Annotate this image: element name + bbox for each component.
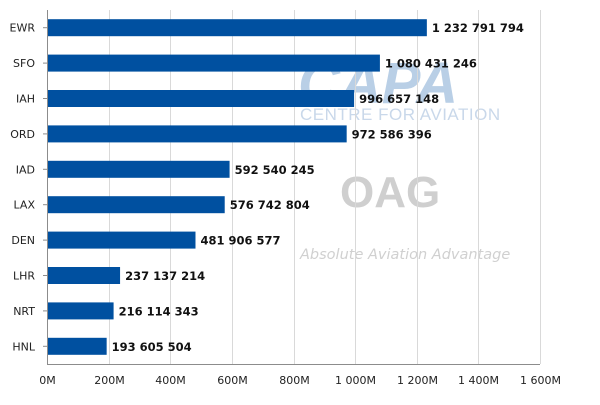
category-label: NRT — [13, 305, 35, 318]
data-label: 576 742 804 — [230, 198, 310, 212]
category-label: IAD — [16, 163, 35, 176]
x-tick-label: 1 200M — [397, 374, 438, 387]
bar-den — [48, 231, 196, 249]
x-tick-label: 1 400M — [458, 374, 499, 387]
bar-iad — [48, 160, 230, 178]
data-label: 592 540 245 — [235, 163, 315, 177]
bar-ord — [48, 125, 347, 143]
bar-lhr — [48, 267, 121, 284]
bars-layer — [48, 19, 427, 355]
data-label: 216 114 343 — [119, 304, 199, 318]
bar-iah — [48, 90, 355, 107]
category-label: LAX — [14, 199, 36, 212]
oag-watermark: OAG — [340, 168, 440, 217]
data-label: 972 586 396 — [352, 127, 432, 141]
category-label: ORD — [10, 128, 35, 141]
bar-ewr — [48, 19, 427, 37]
category-label: EWR — [10, 22, 36, 35]
category-label: LHR — [13, 270, 35, 283]
axis-layer: 0M 200M 400M 600M 800M 1 000M 1 200M 1 400M 1 60… — [39, 10, 561, 387]
data-label: 1 232 791 794 — [432, 21, 524, 35]
data-label: 481 906 577 — [200, 234, 280, 248]
x-tick-label: 400M — [155, 374, 186, 387]
x-tick-label: 600M — [217, 374, 248, 387]
data-label: 1 080 431 246 — [385, 57, 477, 71]
category-label: HNL — [12, 340, 36, 353]
data-label: 996 657 148 — [359, 92, 439, 106]
bar-nrt — [48, 302, 114, 320]
x-tick-label: 1 600M — [520, 374, 561, 387]
x-tick-label: 200M — [94, 374, 125, 387]
capa-watermark-subtitle: CENTRE FOR AVIATION — [300, 105, 501, 124]
x-tick-label: 800M — [279, 374, 310, 387]
category-label: SFO — [13, 57, 35, 70]
labels-layer: EWR 1 232 791 794 SFO 1 080 431 246 IAH 996 6… — [10, 21, 524, 354]
oag-watermark-tagline: Absolute Aviation Advantage — [299, 247, 510, 263]
category-label: DEN — [11, 234, 35, 247]
data-label: 193 605 504 — [112, 340, 192, 354]
x-tick-label: 1 000M — [335, 374, 376, 387]
bar-hnl — [48, 337, 107, 355]
bar-lax — [48, 196, 225, 214]
x-tick-label: 0M — [39, 374, 56, 387]
bar-sfo — [48, 54, 380, 72]
category-label: IAH — [16, 93, 35, 106]
data-label: 237 137 214 — [125, 269, 205, 283]
